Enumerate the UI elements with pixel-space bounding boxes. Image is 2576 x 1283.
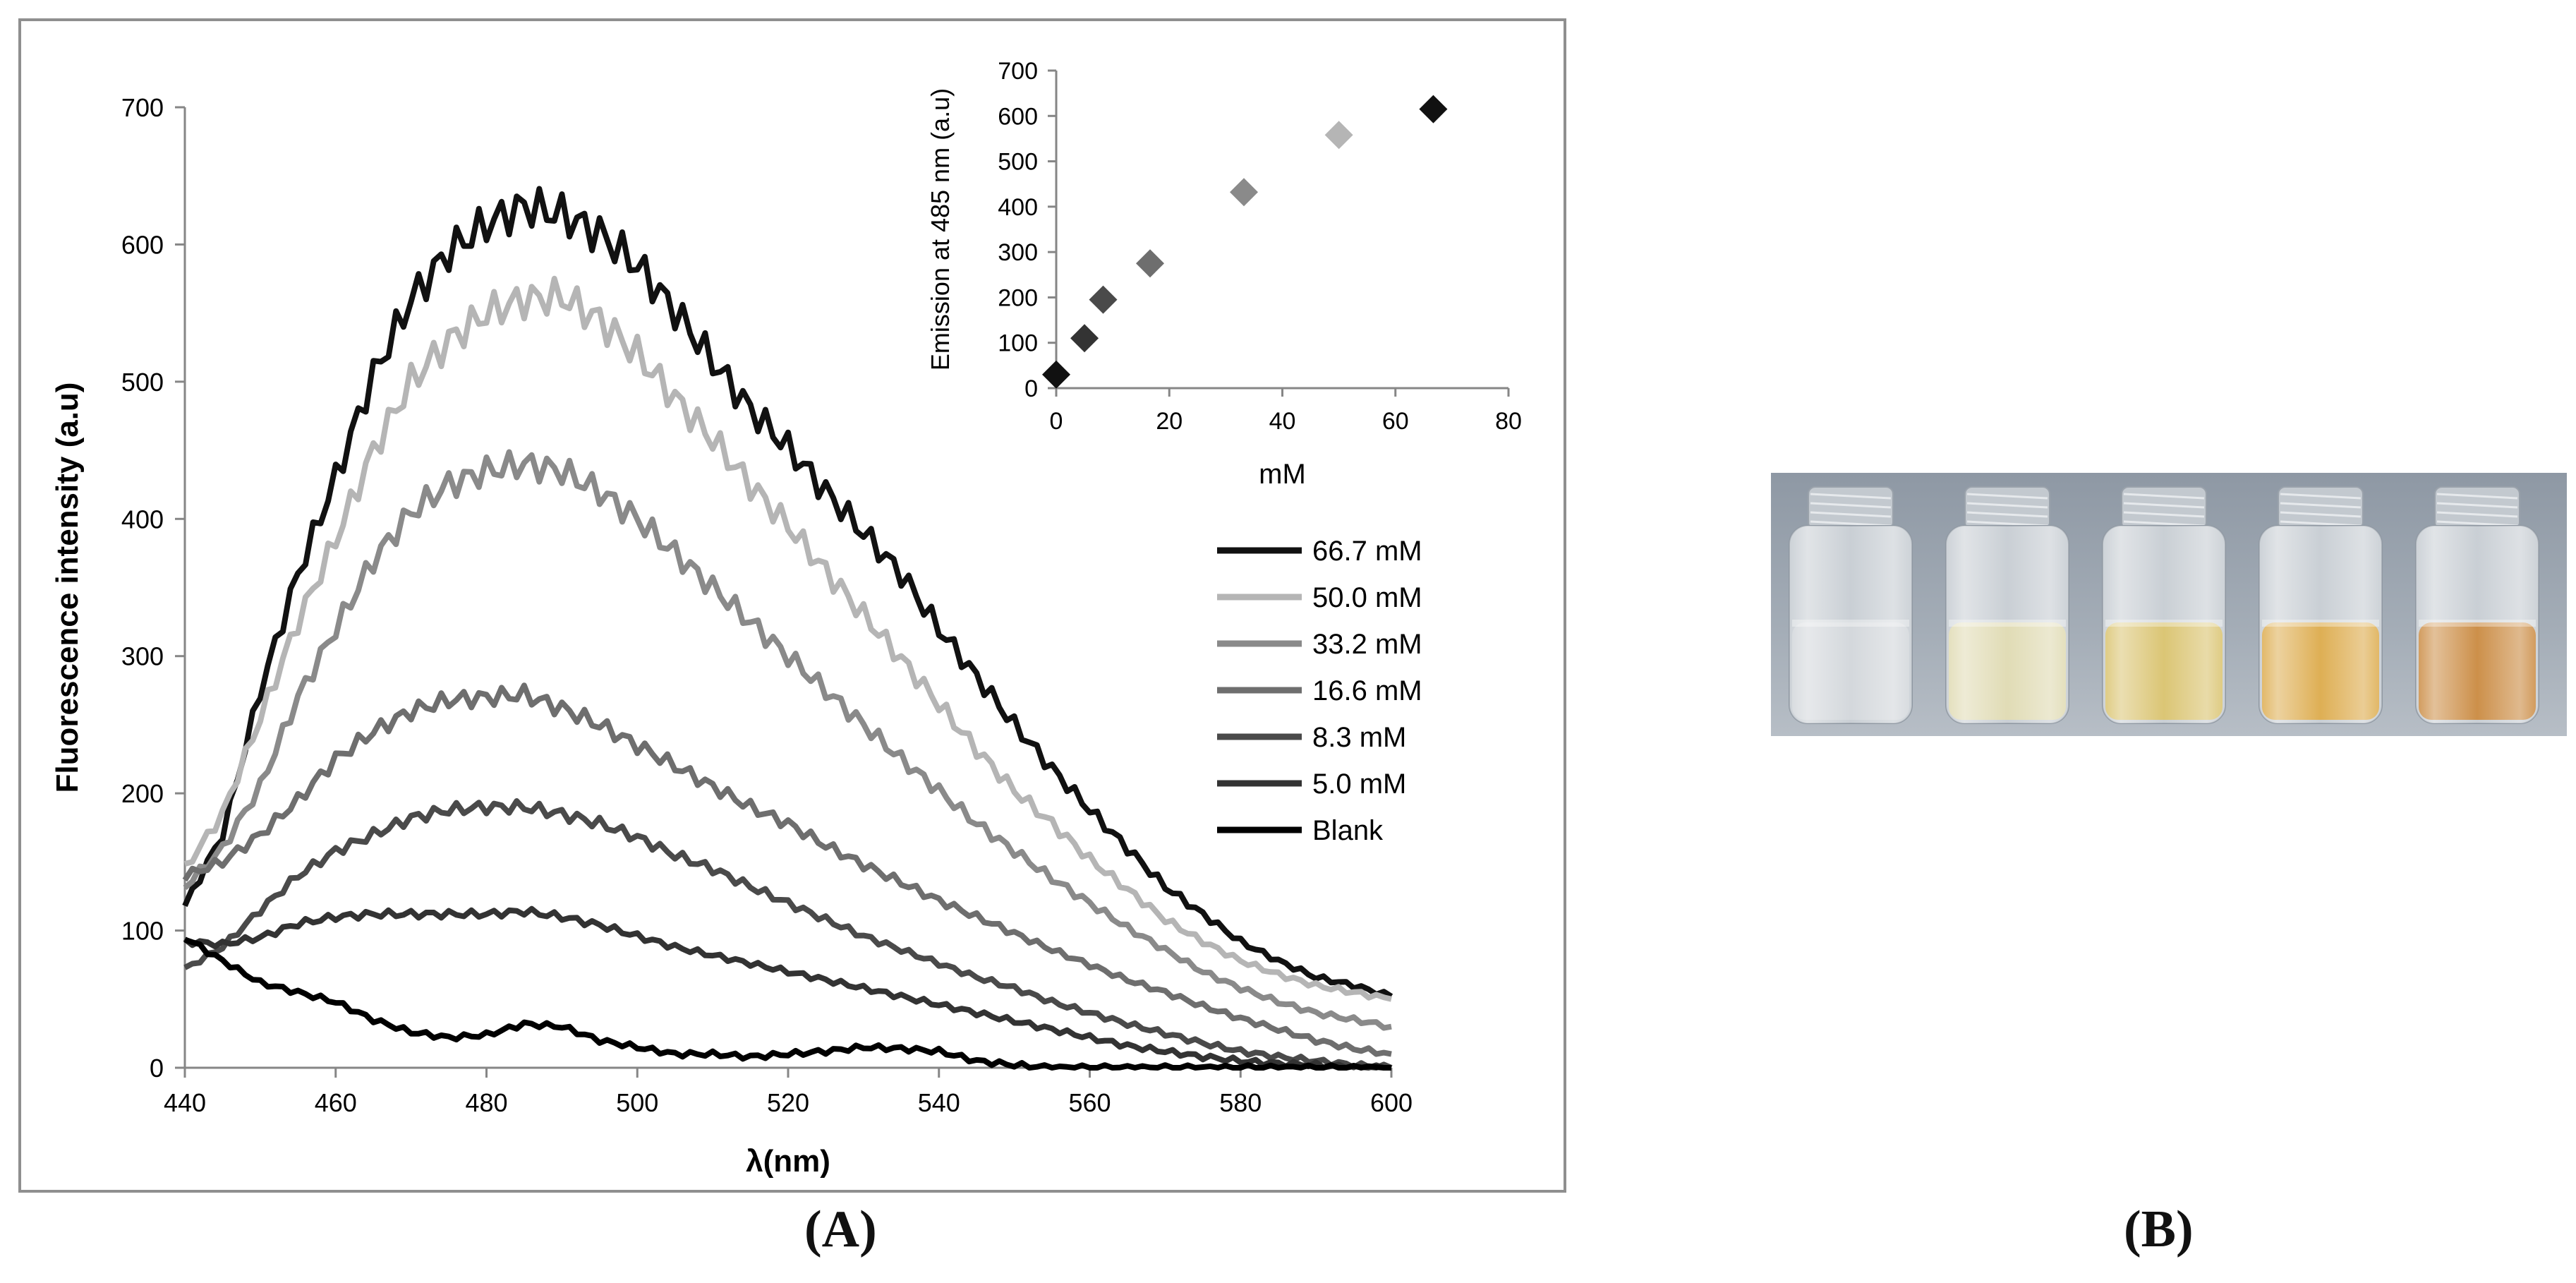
main-x-tick-label: 580 — [1219, 1088, 1262, 1117]
inset-y-tick-label: 200 — [998, 284, 1038, 311]
vial-thread — [1810, 502, 1892, 509]
inset-point — [1419, 95, 1448, 124]
inset-y-tick-label: 700 — [998, 58, 1038, 85]
main-series — [182, 186, 1393, 1071]
main-y-tick-label: 200 — [121, 779, 164, 808]
inset-x-tick-label: 20 — [1156, 408, 1183, 435]
vial-thread — [1966, 493, 2048, 500]
inset-x-tick-label: 80 — [1495, 408, 1522, 435]
main-x-tick-label: 440 — [164, 1088, 206, 1117]
vial-thread — [2280, 493, 2362, 500]
vial-thread — [2280, 511, 2362, 518]
vial — [2415, 486, 2539, 724]
legend-label: 50.0 mM — [1312, 582, 1422, 613]
vial-thread — [2436, 502, 2518, 509]
legend-label: 33.2 mM — [1312, 629, 1422, 660]
main-x-tick-label: 500 — [616, 1088, 658, 1117]
inset-x-tick-label: 40 — [1269, 408, 1296, 435]
inset-y-tick-label: 0 — [1024, 375, 1038, 402]
main-y-tick-label: 300 — [121, 642, 164, 671]
vial-thread — [2280, 502, 2362, 509]
vial — [1945, 486, 2069, 724]
inset-y-tick-label: 100 — [998, 330, 1038, 357]
vial-glare — [2103, 526, 2225, 723]
main-x-axis-title: λ(nm) — [746, 1144, 830, 1179]
inset-point — [1070, 324, 1099, 353]
vial — [2102, 486, 2226, 724]
legend-label: 5.0 mM — [1312, 769, 1406, 800]
vial-thread — [2123, 502, 2205, 509]
main-chart: 440 460 480 500 520 540 560 580 6000100200300400… — [50, 93, 1422, 1179]
panel-label-a: (A) — [804, 1200, 877, 1258]
inset-point — [1042, 360, 1070, 389]
inset-y-tick-label: 400 — [998, 194, 1038, 221]
panel-label-b: (B) — [2124, 1200, 2194, 1258]
inset-x-axis-title: mM — [1259, 459, 1306, 490]
legend-label: 8.3 mM — [1312, 722, 1406, 753]
main-y-tick-label: 700 — [121, 93, 164, 122]
legend-label: 66.7 mM — [1312, 536, 1422, 567]
inset-chart: 0 20 40 60 80 0 100 200 300 400 500 600 700 mM Emissio… — [926, 58, 1522, 490]
panel-a-frame — [18, 18, 1566, 1193]
vials-photo — [1771, 473, 2567, 736]
vials — [1789, 486, 2539, 724]
main-x-tick-label: 560 — [1068, 1088, 1111, 1117]
main-y-axis-title: Fluorescence intensity (a.u) — [50, 383, 85, 793]
vial-thread — [2123, 493, 2205, 500]
main-x-tick-label: 520 — [767, 1088, 809, 1117]
vial-thread — [1810, 511, 1892, 518]
vial-thread — [2123, 511, 2205, 518]
main-y-tick-label: 500 — [121, 368, 164, 397]
vial-glare — [2416, 526, 2539, 723]
inset-x-tick-label: 60 — [1382, 408, 1409, 435]
vial-thread — [1966, 511, 2048, 518]
series-line-66-7-mm — [182, 186, 1393, 999]
series-line-blank — [183, 936, 1391, 1071]
inset-y-tick-label: 500 — [998, 149, 1038, 176]
vial — [1789, 486, 1913, 724]
inset-axes: 0 20 40 60 80 0 100 200 300 400 500 600 700 mM Emissio… — [926, 58, 1522, 490]
vial-glare — [1946, 526, 2069, 723]
inset-x-tick-label: 0 — [1050, 408, 1063, 435]
main-y-tick-label: 600 — [121, 230, 164, 259]
main-legend: 66.7 mM 50.0 mM 33.2 mM 16.6 mM 8.3 mM 5.0 mM… — [1217, 536, 1422, 846]
main-y-tick-label: 100 — [121, 917, 164, 946]
series-line-8-3-mm — [183, 798, 1393, 1071]
inset-point — [1089, 285, 1118, 314]
main-x-tick-label: 460 — [315, 1088, 357, 1117]
main-x-tick-label: 540 — [918, 1088, 960, 1117]
series-line-50-0-mm — [183, 275, 1392, 1002]
main-x-tick-label: 480 — [465, 1088, 507, 1117]
main-y-tick-label: 400 — [121, 505, 164, 534]
main-y-tick-label: 0 — [150, 1054, 164, 1083]
inset-point — [1324, 121, 1353, 150]
series-line-33-2-mm — [183, 449, 1392, 1031]
vial-glare — [2259, 526, 2382, 723]
inset-y-axis-title: Emission at 485 nm (a.u) — [926, 88, 955, 371]
vial-thread — [2436, 511, 2518, 518]
vial — [2258, 486, 2383, 724]
vial-glare — [1789, 526, 1912, 723]
vial-thread — [1810, 493, 1892, 500]
series-line-5-0-mm — [183, 905, 1391, 1071]
vial-thread — [2436, 493, 2518, 500]
legend-label: Blank — [1312, 815, 1384, 846]
series-line-16-6-mm — [182, 682, 1392, 1057]
inset-point — [1136, 249, 1165, 278]
legend-label: 16.6 mM — [1312, 675, 1422, 706]
inset-y-tick-label: 300 — [998, 239, 1038, 266]
inset-y-tick-label: 600 — [998, 103, 1038, 130]
inset-point — [1230, 178, 1259, 207]
inset-points — [1042, 95, 1448, 389]
vial-thread — [1966, 502, 2048, 509]
main-x-tick-label: 600 — [1370, 1088, 1413, 1117]
